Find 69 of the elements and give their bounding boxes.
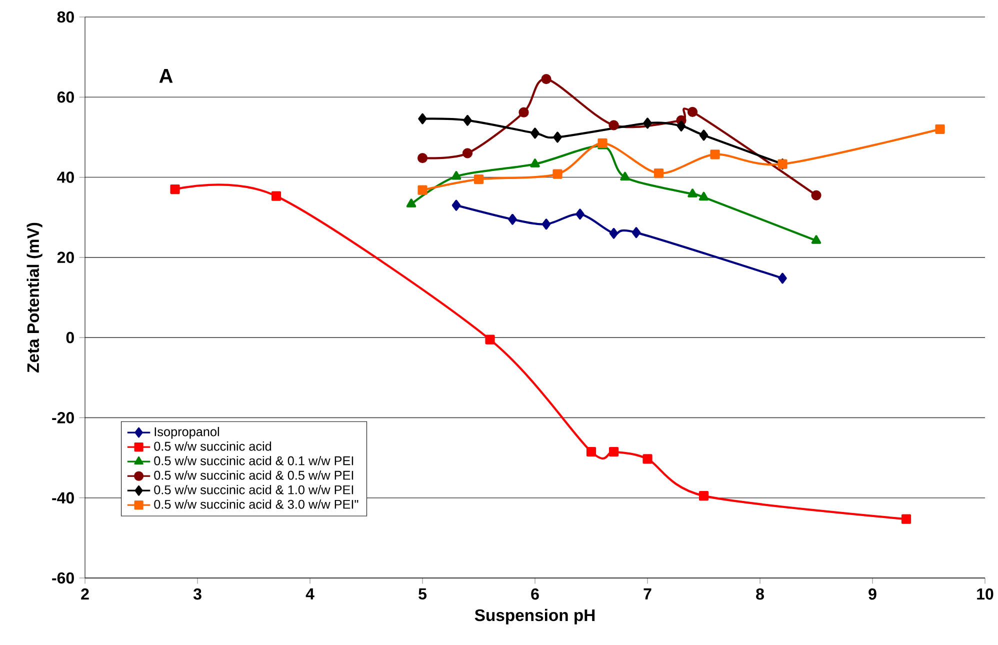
point xyxy=(508,214,517,225)
x-tick-label: 2 xyxy=(81,588,89,600)
point xyxy=(170,184,180,194)
point xyxy=(778,272,787,284)
point xyxy=(643,118,652,129)
y-axis-title: Zeta Potential (mV) xyxy=(26,222,42,372)
legend-label: Isopropanol xyxy=(154,426,219,439)
point xyxy=(586,446,596,457)
x-tick-label: 8 xyxy=(756,588,764,600)
y-tick-label: 20 xyxy=(57,252,74,264)
point xyxy=(608,120,619,130)
point xyxy=(710,150,720,160)
point xyxy=(935,124,945,134)
legend-label: 0.5 w/w succinic acid & 1.0 w/w PEI xyxy=(154,484,354,494)
point xyxy=(811,235,822,244)
y-tick-label: -40 xyxy=(52,492,74,504)
point xyxy=(418,185,428,195)
legend-label: 0.5 w/w succinic acid & 0.1 w/w PEI xyxy=(154,456,354,466)
y-tick-label: 40 xyxy=(57,172,74,183)
point xyxy=(620,172,630,181)
x-tick-label: 4 xyxy=(306,588,314,600)
point xyxy=(462,148,473,158)
x-tick-label: 9 xyxy=(868,588,876,600)
point xyxy=(474,174,484,184)
point xyxy=(530,158,540,168)
point xyxy=(452,200,461,211)
y-tick-label: -20 xyxy=(52,412,74,424)
y-tick-label: 80 xyxy=(57,11,74,23)
y-tick-label: -60 xyxy=(52,572,74,584)
x-tick-label: 10 xyxy=(977,588,994,600)
point xyxy=(698,192,709,201)
legend-label: 0.5 w/w succinic acid xyxy=(154,441,272,451)
point xyxy=(406,198,416,208)
point xyxy=(811,190,822,200)
point xyxy=(542,218,551,230)
point xyxy=(688,188,698,198)
annotation: A xyxy=(159,69,173,83)
point xyxy=(530,128,540,139)
point xyxy=(609,228,618,239)
point xyxy=(632,227,641,238)
point xyxy=(271,191,282,201)
point xyxy=(451,171,462,180)
point xyxy=(485,334,495,344)
point xyxy=(518,107,529,118)
point xyxy=(552,169,562,179)
point xyxy=(541,74,552,84)
x-tick-label: 7 xyxy=(644,588,652,600)
point xyxy=(687,106,698,118)
x-axis-title: Suspension pH xyxy=(474,608,595,624)
point xyxy=(654,168,664,178)
x-tick-label: 6 xyxy=(531,588,539,600)
point xyxy=(676,120,686,132)
point xyxy=(598,138,608,148)
y-tick-label: 60 xyxy=(57,91,74,103)
point xyxy=(699,130,708,141)
legend-label: 0.5 w/w succinic acid & 3.0 w/w PEI" xyxy=(154,499,358,509)
x-tick-label: 5 xyxy=(418,588,427,600)
point xyxy=(698,491,709,501)
y-tick-label: 0 xyxy=(66,332,74,344)
legend-label: 0.5 w/w succinic acid & 0.5 w/w PEI xyxy=(154,470,354,480)
point xyxy=(553,132,562,143)
point xyxy=(642,454,652,464)
point xyxy=(418,113,427,124)
point xyxy=(576,208,584,220)
point xyxy=(608,446,619,457)
point xyxy=(901,514,912,524)
point xyxy=(417,152,428,164)
point xyxy=(463,114,472,126)
x-tick-label: 3 xyxy=(193,588,202,600)
